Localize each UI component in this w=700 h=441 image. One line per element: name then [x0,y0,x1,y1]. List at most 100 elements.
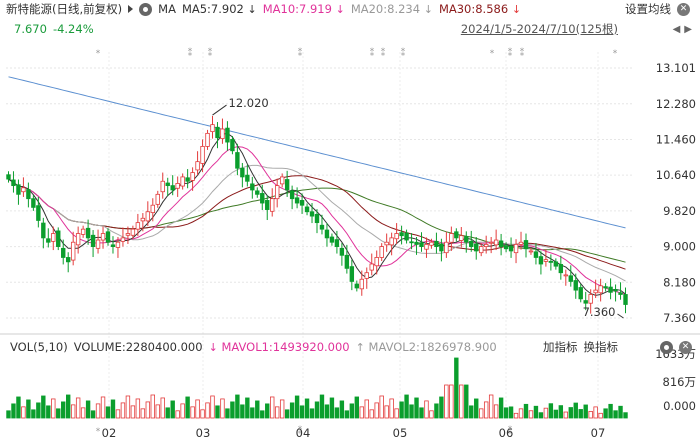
candle-body [464,236,469,243]
volume-bar [528,410,534,419]
volume-bar [414,397,419,419]
candle-body [474,243,479,252]
candle-body [469,240,474,247]
event-marker: * [490,49,495,59]
price-grid [0,52,700,418]
candle-body [558,264,564,274]
candle-body [528,250,534,253]
volume-bar [518,408,524,419]
candle-body [488,241,494,244]
volume-bar [215,405,220,419]
volume-settings-gear-icon[interactable] [660,340,673,354]
volume-bar [479,408,484,419]
ma-settings-button[interactable]: 设置均线 [625,2,671,16]
candle-body [493,239,499,246]
candle-body [329,236,335,243]
candle-body [61,247,66,258]
volume-bar [180,403,185,419]
volume-bar [548,403,554,419]
candle-body [399,232,404,237]
volume-bar [324,404,330,419]
event-marker: ⁑ [508,47,513,59]
candle-body [324,229,330,239]
volume-bar [200,409,205,419]
volume-bar [70,404,76,419]
event-marker: * [96,49,101,59]
volume-bar [105,406,111,419]
volume-bar [150,394,155,419]
price-annotations: 12.020 7.360 [212,96,624,319]
chart-header: 新特能源 (日线,前复权) MA MA5:7.902 ↓ MA10:7.919 … [6,0,521,18]
candle-body [309,211,315,217]
volume-bar [374,402,379,419]
range-controls: ◀ ▶ [673,21,692,37]
volume-bar [508,406,514,419]
volume-bar [255,400,260,419]
candle-body [588,294,593,304]
date-range-text: 2024/1/5-2024/7/10(125根) [460,22,618,36]
volume-bar [80,407,86,419]
candle-body [454,231,459,239]
volume-bar [195,399,200,419]
volume-bar [175,410,180,419]
chart-mode: (日线,前复权) [52,2,123,16]
price-tick-label: 9.820 [663,204,696,218]
switch-indicator-button[interactable]: 换指标 [583,340,619,354]
candle-body [563,274,568,277]
low-pointer [617,313,624,319]
volume-bar [394,408,399,419]
volume-bar [399,401,404,419]
candle-body [444,241,449,254]
volume-bar [523,403,529,419]
candle-body [623,294,628,305]
candle-body [260,193,265,204]
candle-body [553,261,559,267]
volume-bar [75,397,81,419]
candle-body [419,242,424,247]
volume-bar [429,410,434,419]
add-indicator-button[interactable]: 加指标 [543,340,578,354]
volume-bar [359,406,364,419]
close-volume-icon[interactable]: ✕ [679,340,692,354]
range-forward-icon[interactable]: ▶ [684,23,692,35]
candle-body [11,179,16,187]
date-axis: 02 03 04 05 06 07 [102,426,606,440]
candle-body [100,233,106,241]
volume-bar [11,403,16,419]
candle-body [120,237,126,242]
candle-body [508,245,514,252]
event-marker: ⁑ [208,47,213,59]
candle-body [150,204,155,214]
candle-body [379,246,384,258]
candle-body [284,179,290,191]
volume-bar [294,395,300,419]
volume-bar [16,396,21,419]
high-pointer [212,104,227,116]
range-back-icon[interactable]: ◀ [672,23,681,35]
candle-body [31,198,36,208]
volume-bar [329,397,335,419]
volume-bar [51,398,56,419]
volume-bar [265,403,270,419]
candle-body [414,241,419,245]
volume-bars [6,357,628,419]
candle-body [165,182,170,187]
volume-bar [419,407,424,419]
mavol1-value: ↓ MAVOL1:1493920.000 [208,340,350,354]
mode-toggle-icon[interactable] [128,5,134,13]
volume-bar [344,410,350,419]
candle-body [394,233,399,240]
close-ma-icon[interactable]: ✕ [677,2,690,16]
settings-gear-icon[interactable] [139,2,153,16]
volume-bar [454,357,459,419]
price-tick-label: 11.460 [656,132,696,146]
volume-bar [469,405,474,419]
volume-bar [583,404,588,419]
candle-body [568,275,573,282]
candle-body [389,237,394,246]
candle-body [255,190,260,195]
event-marker: ⁑ [298,425,303,437]
volume-bar [593,406,598,419]
